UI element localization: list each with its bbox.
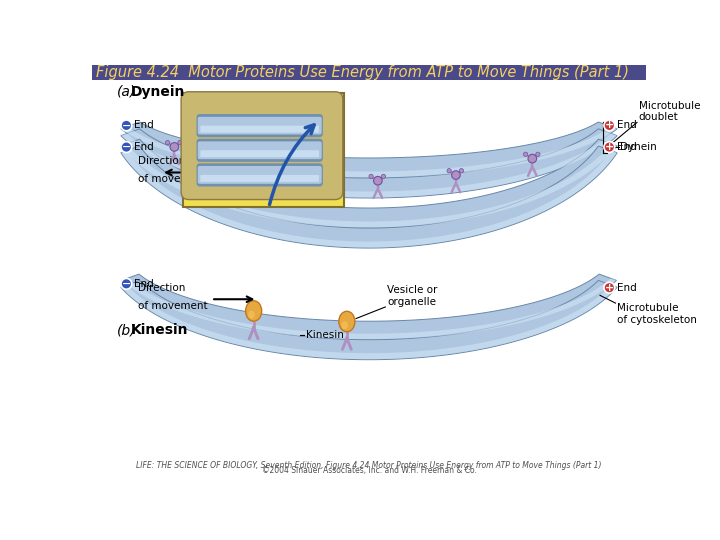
Text: +: + (605, 282, 614, 293)
Polygon shape (121, 151, 617, 247)
Circle shape (451, 171, 460, 179)
Text: End: End (134, 120, 154, 131)
Text: Kinesin: Kinesin (130, 323, 188, 338)
FancyBboxPatch shape (200, 126, 319, 132)
Text: End: End (134, 279, 154, 289)
Text: Direction: Direction (138, 283, 185, 293)
Polygon shape (121, 129, 617, 198)
Circle shape (307, 171, 311, 176)
Polygon shape (121, 144, 617, 227)
Circle shape (121, 279, 132, 289)
Text: End: End (134, 142, 154, 152)
Text: End: End (617, 120, 636, 131)
Circle shape (234, 159, 238, 163)
Circle shape (166, 140, 170, 145)
FancyBboxPatch shape (200, 150, 319, 157)
Polygon shape (121, 285, 617, 359)
Text: +: + (605, 142, 614, 152)
Circle shape (604, 282, 615, 293)
Text: −: − (122, 279, 131, 289)
Text: Dynein: Dynein (130, 85, 184, 99)
Circle shape (294, 171, 299, 176)
Circle shape (121, 141, 132, 152)
Bar (183, 93, 344, 207)
FancyBboxPatch shape (197, 117, 322, 135)
Circle shape (222, 159, 226, 163)
Polygon shape (121, 133, 617, 198)
Polygon shape (121, 280, 617, 360)
Ellipse shape (248, 310, 255, 319)
Text: −: − (122, 120, 131, 131)
Circle shape (178, 140, 182, 145)
Polygon shape (121, 126, 617, 178)
Text: Microtubule
doublet: Microtubule doublet (639, 101, 700, 123)
Circle shape (459, 168, 464, 173)
FancyBboxPatch shape (181, 92, 343, 200)
Ellipse shape (246, 301, 261, 321)
Ellipse shape (341, 321, 348, 329)
Circle shape (170, 143, 179, 151)
Polygon shape (122, 274, 616, 340)
Text: of movement: of movement (138, 174, 207, 184)
Text: Kinesin: Kinesin (305, 330, 343, 340)
Circle shape (121, 120, 132, 131)
Text: Vesicle or
organelle: Vesicle or organelle (387, 285, 437, 307)
Text: (b): (b) (117, 323, 136, 338)
FancyBboxPatch shape (197, 141, 322, 159)
Polygon shape (121, 139, 617, 228)
Circle shape (374, 177, 382, 185)
FancyBboxPatch shape (197, 164, 323, 186)
FancyBboxPatch shape (197, 166, 322, 184)
FancyBboxPatch shape (197, 139, 323, 162)
Polygon shape (121, 122, 617, 178)
Circle shape (299, 173, 307, 182)
Ellipse shape (339, 311, 355, 332)
FancyBboxPatch shape (197, 114, 323, 137)
Polygon shape (121, 146, 617, 248)
Bar (92, 65, 647, 80)
Text: End: End (617, 282, 636, 293)
Circle shape (369, 174, 373, 179)
Text: (a): (a) (117, 85, 135, 99)
Text: ©2004 Sinauer Associates, Inc. and W.H. Freeman & Co.: ©2004 Sinauer Associates, Inc. and W.H. … (261, 466, 477, 475)
Text: Microtubule
of cytoskeleton: Microtubule of cytoskeleton (617, 303, 697, 325)
Circle shape (536, 152, 540, 157)
Text: Figure 4.24  Motor Proteins Use Energy from ATP to Move Things (Part 1): Figure 4.24 Motor Proteins Use Energy fr… (96, 65, 629, 80)
Circle shape (604, 141, 615, 152)
Text: Dynein: Dynein (620, 142, 657, 152)
FancyBboxPatch shape (200, 175, 319, 182)
Text: Direction: Direction (138, 156, 185, 166)
Polygon shape (122, 278, 616, 339)
Circle shape (528, 154, 536, 163)
Circle shape (382, 174, 386, 179)
Text: End: End (617, 142, 636, 152)
Circle shape (447, 168, 451, 173)
Text: of movement: of movement (138, 301, 207, 311)
Circle shape (523, 152, 528, 157)
Circle shape (226, 161, 235, 170)
Text: LIFE: THE SCIENCE OF BIOLOGY, Seventh Edition, Figure 4.24 Motor Proteins Use En: LIFE: THE SCIENCE OF BIOLOGY, Seventh Ed… (136, 461, 602, 470)
Circle shape (604, 120, 615, 131)
Text: +: + (605, 120, 614, 131)
Text: −: − (122, 142, 131, 152)
